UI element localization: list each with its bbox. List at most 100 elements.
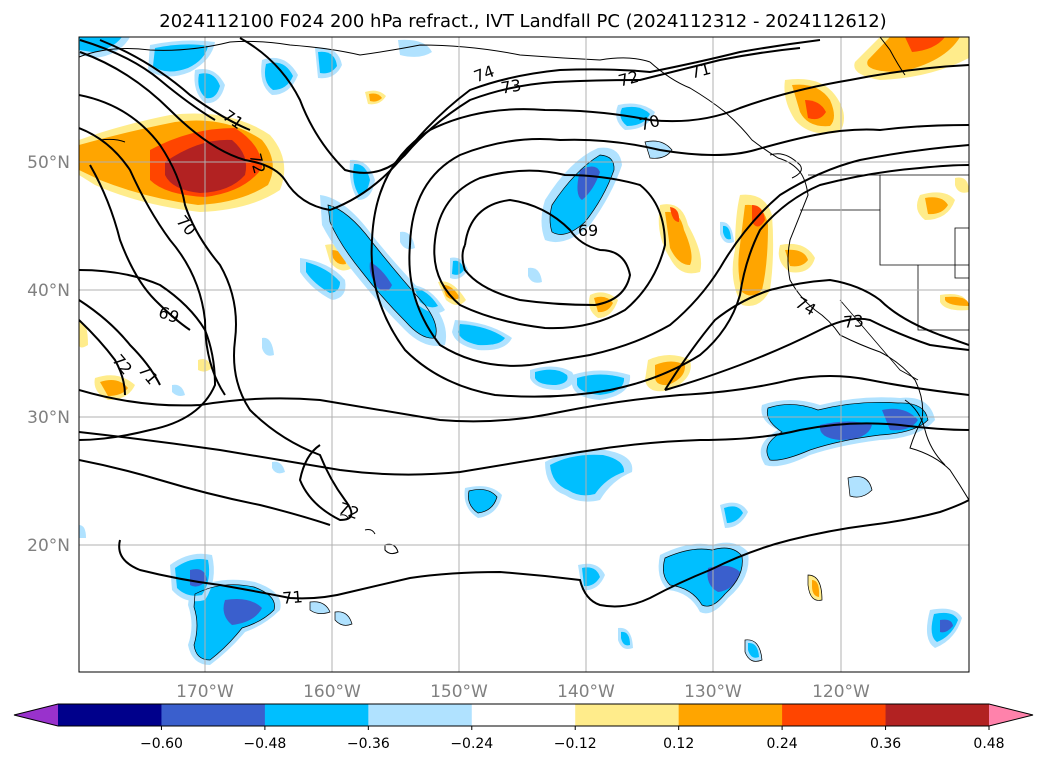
anomaly-shading: [79, 37, 969, 665]
contour-line: [664, 278, 969, 391]
negative-anomaly-area: [528, 267, 542, 283]
negative-anomaly-area: [723, 225, 731, 240]
positive-anomaly-area: [442, 284, 460, 300]
negative-anomaly-area: [398, 39, 432, 57]
negative-anomaly-area: [223, 599, 262, 625]
colorbar-cells: [14, 704, 1033, 726]
contour-line: [433, 169, 667, 330]
positive-anomaly-area: [332, 250, 346, 265]
contour-label: 73: [843, 311, 865, 332]
negative-anomaly-area: [468, 489, 497, 513]
positive-anomaly-area: [670, 207, 680, 222]
contour-line: [79, 299, 161, 386]
negative-anomaly-area: [550, 454, 625, 496]
positive-anomaly-area: [805, 100, 826, 120]
colorbar-cell: [678, 704, 783, 726]
contour-line: [79, 459, 331, 526]
negative-anomaly-area: [748, 642, 759, 658]
colorbar-tick-label: −0.48: [243, 736, 286, 752]
contour-line: [461, 198, 632, 307]
lon-tick-label: 160°W: [303, 682, 361, 702]
negative-anomaly-area: [198, 73, 220, 99]
contour-line: [239, 37, 801, 174]
negative-anomaly-area: [172, 384, 185, 396]
lon-tick-label: 120°W: [812, 682, 870, 702]
negative-anomaly-area: [400, 231, 415, 250]
colorbar-cell: [575, 704, 680, 726]
contour-label: 69: [578, 221, 598, 240]
positive-anomaly-area: [955, 177, 969, 193]
lon-tick-label: 130°W: [684, 682, 742, 702]
contour-label: 70: [637, 111, 662, 135]
contour-line: [79, 269, 217, 441]
negative-anomaly-area: [79, 37, 122, 52]
colorbar-cell: [885, 704, 990, 726]
colorbar-tick-label: 0.48: [973, 736, 1004, 752]
contour-line: [408, 144, 969, 367]
contour-line: [409, 124, 969, 246]
contour-line: [118, 499, 969, 608]
colorbar-tick-label: 0.12: [663, 736, 694, 752]
latitude-ticks: 50°N 40°N 30°N 20°N: [27, 153, 70, 556]
positive-anomaly-area: [812, 580, 820, 597]
colorbar-cell: [471, 704, 576, 726]
positive-anomaly-area: [738, 204, 768, 296]
colorbar-cell: [161, 704, 266, 726]
contour-line: [79, 319, 126, 396]
contour-line: [79, 39, 216, 121]
positive-anomaly-area: [665, 211, 692, 265]
positive-anomaly-area: [945, 296, 969, 306]
colorbar-cell: [264, 704, 369, 726]
negative-anomaly-area: [310, 601, 330, 614]
colorbar-extend-high: [989, 704, 1033, 726]
negative-anomaly-area: [458, 324, 505, 346]
lat-tick-label: 40°N: [27, 281, 70, 301]
colorbar-tick-label: 0.24: [767, 736, 798, 752]
contour-line: [79, 127, 226, 396]
positive-anomaly-area: [79, 321, 88, 348]
gridlines: [79, 37, 969, 672]
lon-tick-label: 150°W: [430, 682, 488, 702]
map-frame: [78, 36, 970, 673]
colorbar-tick-label: −0.60: [140, 736, 183, 752]
colorbar-cell: [368, 704, 473, 726]
colorbar-tick-label: 0.36: [870, 736, 901, 752]
colorbar-extend-low: [14, 704, 58, 726]
colorbar: −0.60 −0.48 −0.36 −0.24 −0.12 0.12 0.24 0.36 0.4…: [13, 703, 1034, 752]
positive-anomaly-area: [369, 93, 382, 102]
colorbar-frame: [13, 703, 1034, 727]
negative-anomaly-area: [724, 506, 743, 523]
map-panel: 74 73 72 71 70 69 70 72 71 69 72 71 74 7…: [78, 36, 970, 673]
negative-anomaly-area: [621, 631, 630, 646]
colorbar-tick-label: −0.24: [450, 736, 493, 752]
longitude-ticks: 170°W 160°W 150°W 140°W 130°W 120°W: [176, 682, 870, 702]
positive-anomaly-area: [905, 37, 945, 52]
negative-anomaly-area: [262, 337, 274, 356]
negative-anomaly-area: [452, 260, 464, 275]
negative-anomaly-area: [79, 525, 86, 538]
colorbar-tick-label: −0.36: [347, 736, 390, 752]
contour-line: [664, 317, 969, 391]
contour-label: 71: [282, 587, 304, 608]
negative-anomaly-area: [848, 476, 872, 498]
contour-label: 73: [499, 75, 522, 97]
figure-title: 2024112100 F024 200 hPa refract., IVT La…: [159, 11, 886, 32]
contour-line: [79, 375, 969, 423]
lat-tick-label: 20°N: [27, 536, 70, 556]
contour-line: [99, 39, 251, 131]
positive-anomaly-area: [785, 249, 808, 267]
contour-line: [79, 422, 969, 476]
contour-label: 72: [246, 151, 270, 176]
negative-anomaly-area: [272, 461, 285, 474]
negative-anomaly-area: [264, 62, 293, 90]
positive-anomaly-area: [867, 37, 960, 72]
positive-anomaly-area: [100, 380, 128, 396]
colorbar-cell: [58, 704, 162, 726]
negative-anomaly-area: [940, 619, 953, 633]
refractivity-contours: [79, 37, 969, 608]
colorbar-cell: [782, 704, 887, 726]
negative-anomaly-area: [335, 611, 352, 626]
negative-anomaly-area: [663, 548, 743, 607]
negative-anomaly-area: [535, 369, 568, 385]
